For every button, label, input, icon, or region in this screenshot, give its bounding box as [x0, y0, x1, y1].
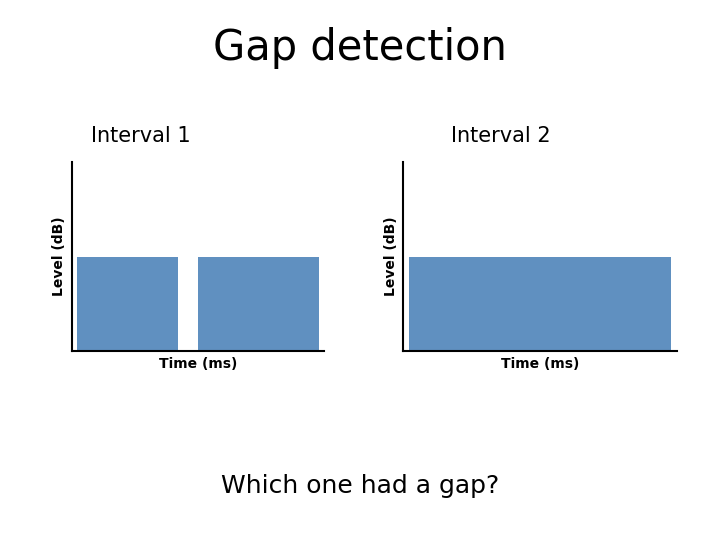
Text: Which one had a gap?: Which one had a gap? — [221, 474, 499, 498]
Text: Interval 1: Interval 1 — [91, 126, 190, 146]
Bar — [409, 256, 671, 351]
Text: Gap detection: Gap detection — [213, 27, 507, 69]
Y-axis label: Level (dB): Level (dB) — [53, 217, 66, 296]
Text: Interval 2: Interval 2 — [451, 126, 550, 146]
X-axis label: Time (ms): Time (ms) — [501, 356, 579, 370]
Bar — [77, 256, 178, 351]
Bar — [198, 256, 319, 351]
X-axis label: Time (ms): Time (ms) — [159, 356, 237, 370]
Y-axis label: Level (dB): Level (dB) — [384, 217, 397, 296]
